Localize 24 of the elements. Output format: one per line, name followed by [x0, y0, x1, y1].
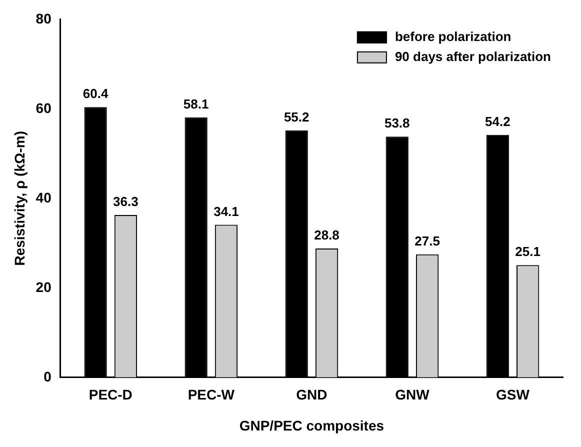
- data-label: 54.2: [485, 114, 510, 129]
- data-label: 28.8: [314, 228, 340, 243]
- data-label: 55.2: [284, 109, 310, 124]
- data-label: 25.1: [515, 244, 540, 260]
- data-label: 34.1: [214, 204, 239, 219]
- x-tick-label: PEC-W: [188, 386, 236, 403]
- y-tick-label: 0: [44, 368, 52, 384]
- data-label: 58.1: [183, 96, 209, 112]
- data-label: 27.5: [414, 233, 440, 248]
- y-tick-label: 40: [36, 189, 52, 206]
- x-tick-label: PEC-D: [88, 386, 132, 403]
- y-tick-label: 60: [36, 100, 52, 116]
- legend-label: 90 days after polarization: [394, 48, 552, 64]
- y-tick-label: 20: [36, 278, 52, 295]
- x-tick-label: GND: [296, 386, 328, 403]
- legend-label: before polarization: [394, 28, 512, 44]
- y-tick-label: 80: [36, 10, 52, 26]
- data-label: 36.3: [113, 194, 138, 210]
- x-tick-label: GSW: [496, 386, 530, 403]
- data-label: 60.4: [82, 86, 109, 102]
- x-axis-title: GNP/PEC composites: [239, 417, 384, 434]
- y-axis-title: Resistivity, ρ (kΩ-m): [11, 131, 28, 266]
- x-tick-label: GNW: [395, 386, 430, 403]
- data-label: 53.8: [384, 116, 410, 131]
